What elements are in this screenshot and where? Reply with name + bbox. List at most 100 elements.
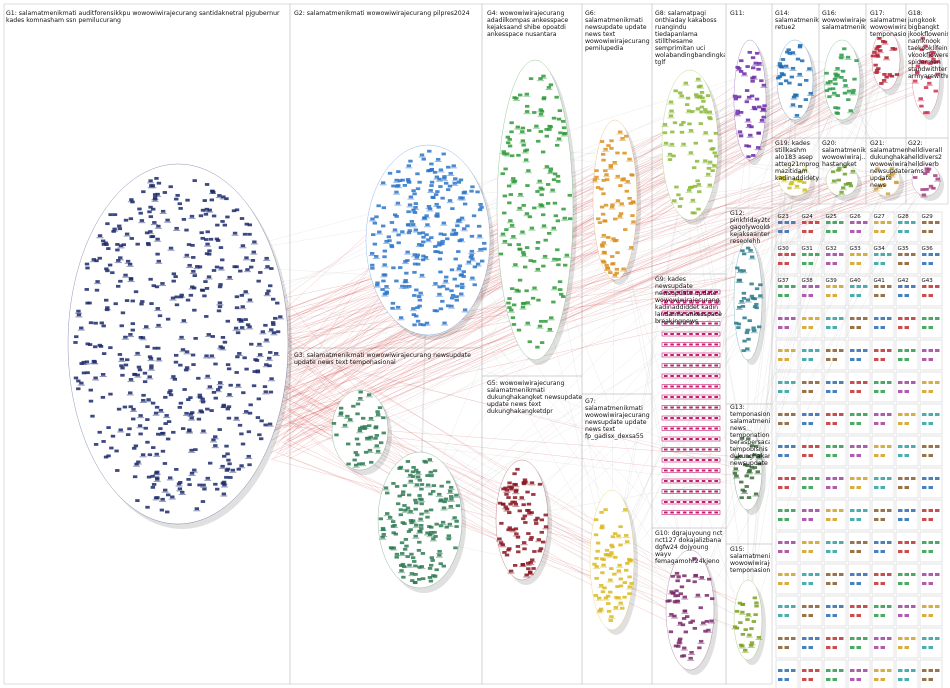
node [513,263,518,266]
node [692,184,698,188]
node [378,517,384,521]
node [670,574,675,578]
edge [419,326,749,514]
node-label [509,531,517,533]
node [668,100,674,104]
node [606,609,612,613]
node [676,406,681,409]
node-label [255,345,263,347]
node [417,565,422,569]
node [911,637,916,640]
node [251,384,257,388]
node-label [250,243,258,245]
node [406,164,412,168]
node-label [676,624,684,626]
node [789,75,795,79]
node [713,131,719,135]
node [530,296,536,300]
small-group-label: G42 [898,278,909,284]
node [784,262,789,265]
node-label [436,552,444,554]
node [842,91,848,95]
node [791,477,796,480]
node [535,516,540,520]
node-label [367,419,375,421]
node [419,502,424,506]
node [928,678,933,681]
node [240,442,246,446]
node [382,255,387,259]
node-label [801,191,809,193]
node [927,81,932,85]
node [516,289,521,293]
node [431,484,437,488]
node [130,299,135,303]
node [850,294,855,297]
node [226,405,232,409]
node [143,426,148,430]
node-label [406,206,414,208]
node [870,54,876,58]
node [850,486,855,489]
node [264,338,269,342]
node [839,190,844,194]
node [782,178,787,182]
node [555,143,560,147]
node [428,508,434,512]
node [243,290,248,294]
node [624,134,629,138]
node-label [546,330,554,332]
node-label [733,477,741,479]
node [602,251,607,255]
node [124,358,130,362]
node [427,458,432,461]
node [880,390,885,393]
node [802,646,807,649]
node [778,381,783,384]
node [880,285,885,288]
node [155,252,160,256]
node [839,573,844,576]
node [221,405,226,409]
node [424,509,429,513]
node [808,486,813,489]
node-label [188,474,196,476]
node [629,246,634,249]
node [664,343,668,346]
node [470,257,475,261]
node [856,582,861,585]
node [922,326,927,329]
node-label [612,609,620,611]
node [739,59,744,63]
node [898,221,903,224]
node [128,378,134,381]
node [826,509,831,512]
group-label-g20: G20: salamatmenikmati wowowiwiraj... has… [822,140,866,168]
node-label [509,238,517,240]
node [100,395,106,399]
node [928,509,933,512]
node [832,262,837,265]
node [695,459,700,461]
node [204,183,210,186]
node-label [746,472,754,474]
small-group-border [799,467,823,499]
edge [419,65,887,542]
node [119,357,124,361]
node [541,224,547,228]
small-group-label: G33 [850,246,862,252]
node [880,349,885,352]
node [922,390,927,393]
node [174,303,180,307]
node [832,285,837,288]
node [826,614,831,617]
node [611,237,616,241]
node [679,585,685,589]
node [740,610,745,614]
node [529,226,535,230]
node [856,445,861,448]
node-label [502,508,510,510]
small-group-border [871,467,895,499]
node-label [74,312,82,314]
node [454,298,459,302]
